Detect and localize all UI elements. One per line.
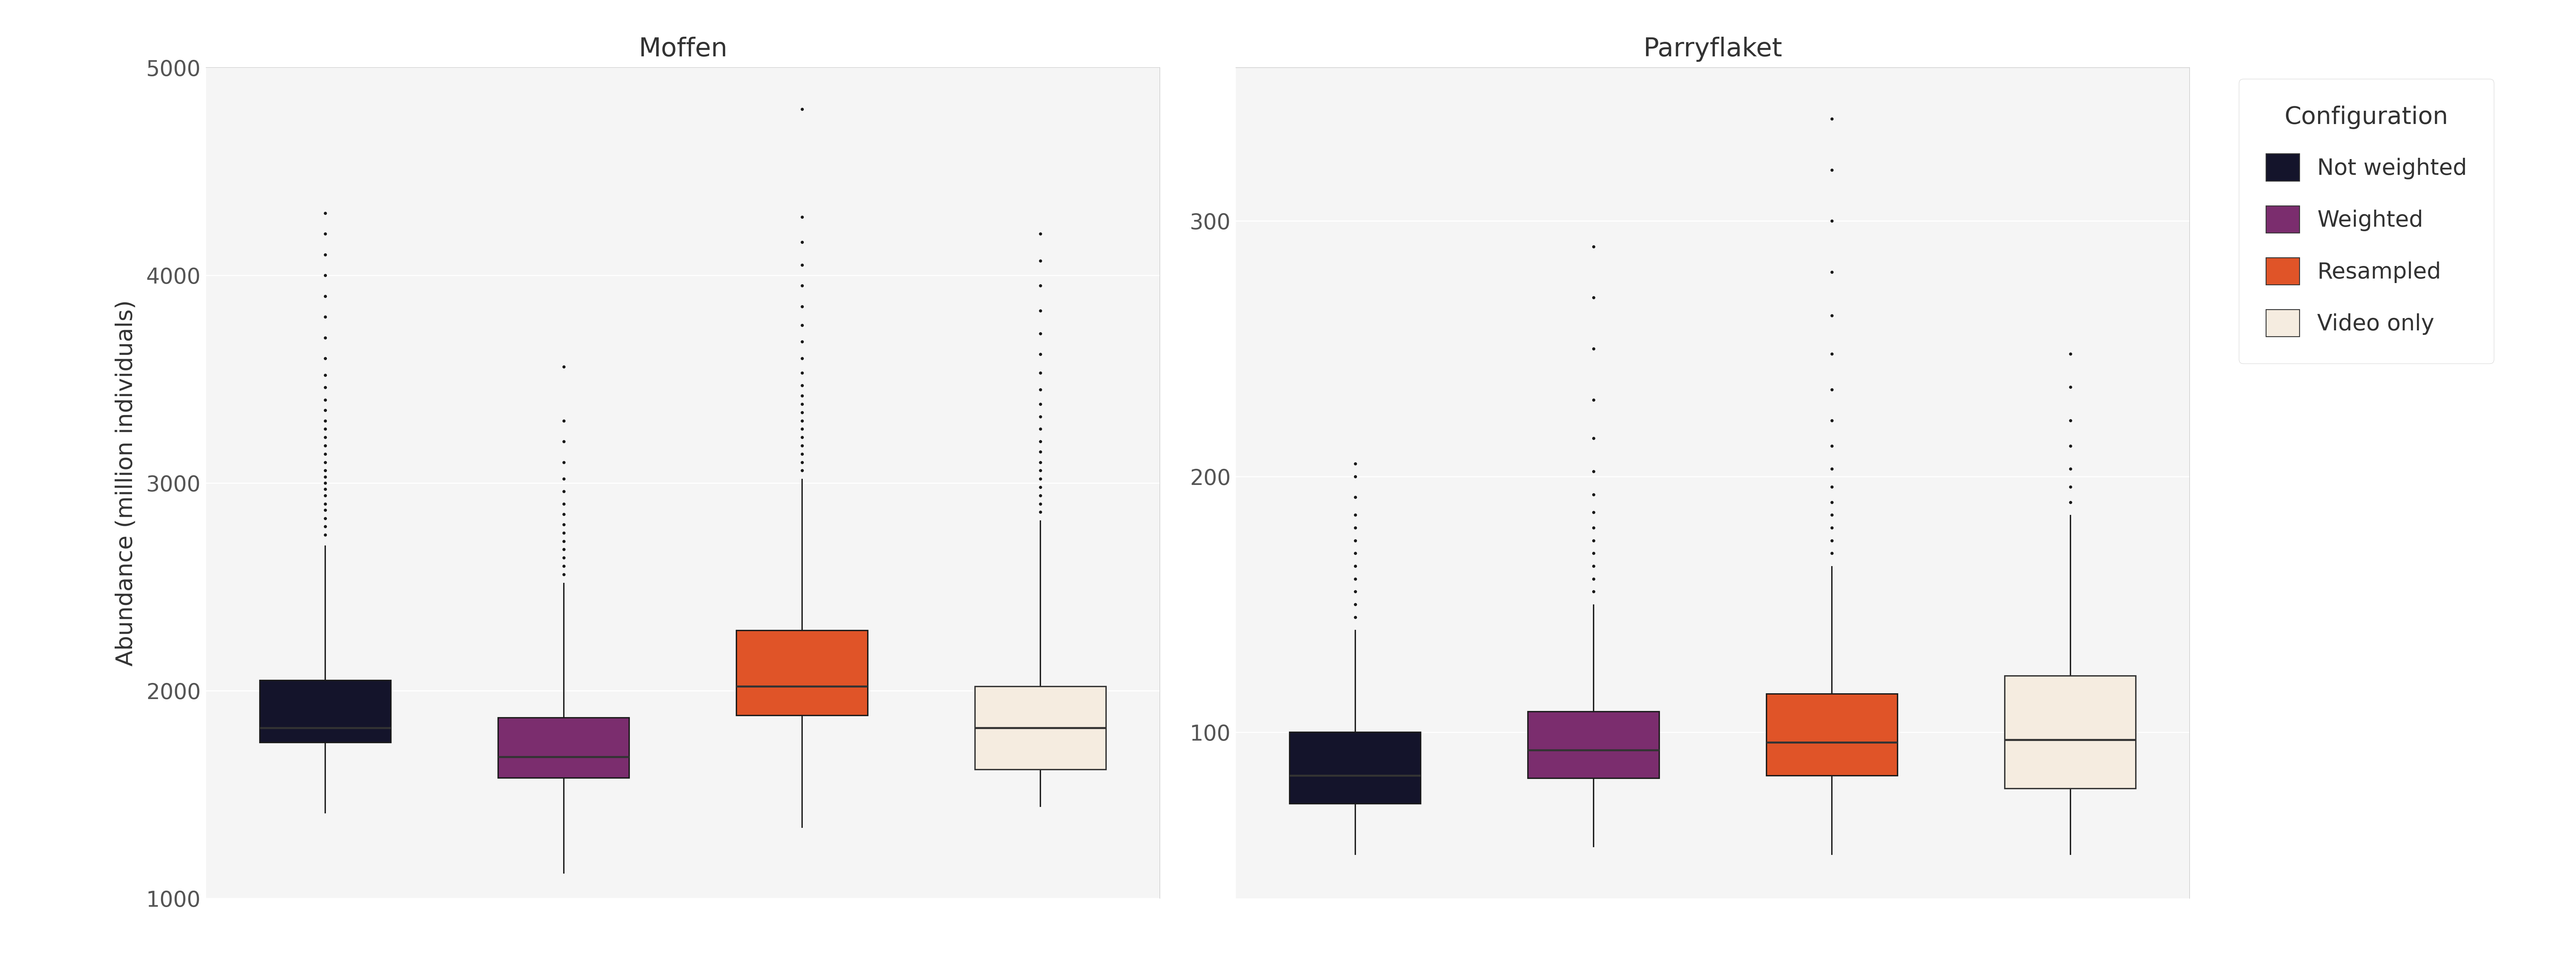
Y-axis label: Abundance (million individuals): Abundance (million individuals) [116, 299, 137, 667]
Bar [1528, 712, 1659, 779]
Bar [2004, 676, 2136, 788]
Bar [497, 718, 629, 778]
Bar [737, 631, 868, 716]
Bar [1767, 694, 1899, 776]
Legend: Not weighted, Weighted, Resampled, Video only: Not weighted, Weighted, Resampled, Video… [2239, 79, 2494, 363]
Bar [974, 687, 1105, 770]
Title: Parryflaket: Parryflaket [1643, 37, 1783, 62]
Bar [1291, 732, 1422, 804]
Bar [260, 680, 392, 743]
Title: Moffen: Moffen [639, 37, 726, 62]
